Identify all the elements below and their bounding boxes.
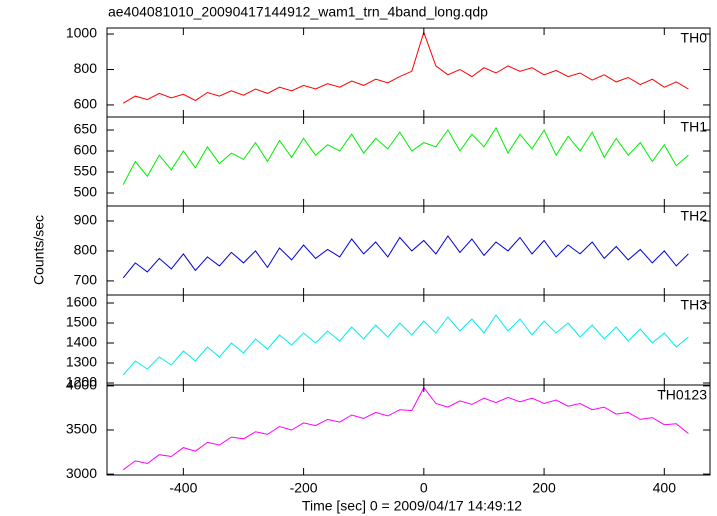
series-label: TH3 bbox=[681, 297, 708, 313]
y-tick-label: 800 bbox=[74, 242, 98, 258]
x-axis-label: Time [sec] 0 = 2009/04/17 14:49:12 bbox=[302, 498, 522, 514]
series-label: TH0 bbox=[681, 30, 708, 46]
y-tick-label: 3000 bbox=[66, 465, 97, 481]
x-tick-label: 400 bbox=[653, 480, 677, 496]
series-label: TH0123 bbox=[657, 387, 707, 403]
y-tick-label: 600 bbox=[74, 96, 98, 112]
x-tick-label: -200 bbox=[290, 480, 318, 496]
data-line bbox=[122, 314, 689, 376]
chart-title: ae404081010_20090417144912_wam1_trn_4ban… bbox=[108, 4, 488, 20]
y-tick-label: 1500 bbox=[66, 314, 97, 330]
x-tick-label: -400 bbox=[169, 480, 197, 496]
y-tick-label: 1300 bbox=[66, 354, 97, 370]
y-tick-label: 650 bbox=[74, 121, 98, 137]
y-tick-label: 1200 bbox=[66, 374, 97, 390]
series-label: TH2 bbox=[681, 208, 708, 224]
y-tick-label: 550 bbox=[74, 163, 98, 179]
x-tick-label: 0 bbox=[420, 480, 428, 496]
y-tick-label: 1400 bbox=[66, 334, 97, 350]
data-line bbox=[122, 386, 689, 471]
y-tick-label: 1000 bbox=[66, 25, 97, 41]
series-label: TH1 bbox=[681, 119, 708, 135]
panel-frame bbox=[106, 294, 711, 386]
y-axis-label: Counts/sec bbox=[31, 215, 47, 285]
panel-frame bbox=[106, 384, 711, 476]
data-line bbox=[122, 235, 689, 279]
y-tick-label: 600 bbox=[74, 142, 98, 158]
data-line bbox=[122, 126, 689, 185]
data-line bbox=[122, 30, 689, 104]
y-tick-label: 4000 bbox=[66, 377, 97, 393]
panel-frame bbox=[106, 116, 711, 207]
x-tick-label: 200 bbox=[532, 480, 556, 496]
y-tick-label: 700 bbox=[74, 272, 98, 288]
y-tick-label: 1600 bbox=[66, 294, 97, 310]
y-tick-label: 800 bbox=[74, 60, 98, 76]
y-tick-label: 900 bbox=[74, 212, 98, 228]
y-tick-label: 500 bbox=[74, 184, 98, 200]
y-tick-label: 3500 bbox=[66, 421, 97, 437]
